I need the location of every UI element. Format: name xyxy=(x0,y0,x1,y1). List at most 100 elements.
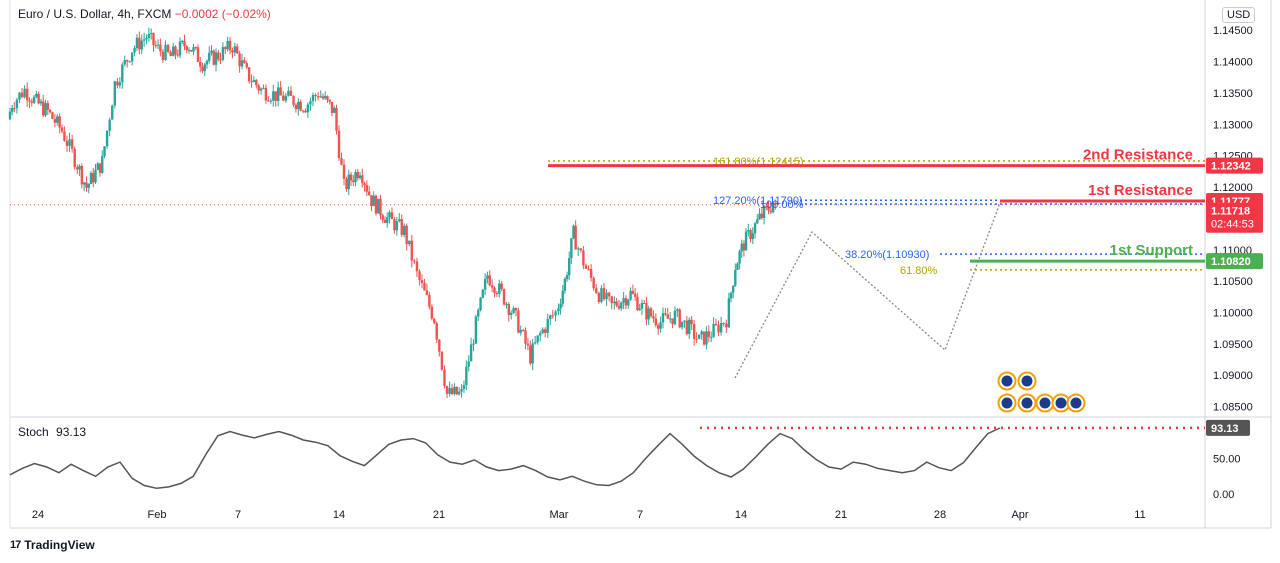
candle-body xyxy=(605,292,608,300)
candle-body xyxy=(85,182,88,188)
candle-body xyxy=(219,59,222,61)
candle-body xyxy=(347,174,350,190)
candle-body xyxy=(379,198,382,216)
candle-body xyxy=(567,258,571,276)
candle-body xyxy=(15,99,19,109)
candle-body xyxy=(217,52,220,60)
candle-body xyxy=(328,99,331,102)
candle-body xyxy=(507,303,511,315)
candle-body xyxy=(563,278,567,291)
candle-body xyxy=(330,101,334,113)
candle-body xyxy=(142,39,146,41)
candle-body xyxy=(565,275,569,279)
candle-body xyxy=(133,48,136,53)
candle-body xyxy=(767,206,770,211)
candle-body xyxy=(570,238,573,259)
candle-body xyxy=(400,219,403,235)
candle-body xyxy=(255,79,258,86)
candle-body xyxy=(526,343,530,346)
candle-body xyxy=(736,263,739,270)
candle-body xyxy=(438,339,441,352)
candle-body xyxy=(450,388,454,395)
price-tick-label: 1.12000 xyxy=(1213,182,1253,194)
candle-body xyxy=(73,148,76,168)
last-price-label: 1.11718 xyxy=(1211,206,1250,218)
candle-body xyxy=(680,321,684,328)
candle-body xyxy=(435,323,438,340)
candle-body xyxy=(462,385,466,389)
candle-body xyxy=(631,290,635,294)
time-tick-label: 21 xyxy=(433,509,445,521)
candle-body xyxy=(495,293,499,295)
candle-body xyxy=(231,50,234,53)
candle-body xyxy=(740,243,743,252)
price-tick-label: 1.13000 xyxy=(1213,119,1253,131)
fib-label: 127.20%(1.11790) xyxy=(713,195,803,207)
candle-body xyxy=(259,88,263,91)
price-tick-label: 1.14000 xyxy=(1213,57,1253,69)
candle-body xyxy=(345,178,348,190)
currency-button[interactable]: USD xyxy=(1222,7,1256,23)
harmonic-pattern-line xyxy=(734,202,1001,379)
candle-body xyxy=(145,37,148,40)
candle-body xyxy=(294,104,298,110)
candle-body xyxy=(415,261,419,272)
level-price-label: 1.10820 xyxy=(1211,256,1251,268)
candle-body xyxy=(118,82,122,86)
time-tick-label: 14 xyxy=(735,509,747,521)
candle-body xyxy=(262,87,265,89)
candle-body xyxy=(577,248,580,250)
candle-body xyxy=(702,331,706,345)
price-tick-label: 1.11000 xyxy=(1213,245,1252,257)
candle-body xyxy=(28,100,31,102)
candle-body xyxy=(205,60,209,65)
candle-body xyxy=(602,288,606,300)
candle-body xyxy=(159,44,162,52)
time-tick-label: 28 xyxy=(934,509,946,521)
candle-body xyxy=(324,96,327,99)
event-flag-icon xyxy=(1021,375,1033,387)
candle-body xyxy=(479,297,482,310)
candle-body xyxy=(572,225,575,239)
candle-body xyxy=(465,366,468,386)
candle-body xyxy=(727,298,731,328)
candle-body xyxy=(521,329,525,331)
price-tick-label: 1.10000 xyxy=(1213,308,1253,320)
candle-body xyxy=(56,116,59,123)
candle-body xyxy=(257,85,260,91)
candle-body xyxy=(474,316,478,344)
candle-body xyxy=(174,46,177,55)
candle-body xyxy=(546,319,549,333)
stoch-tick-label: 50.00 xyxy=(1213,454,1241,466)
candle-body xyxy=(510,312,513,315)
countdown-label: 02:44:53 xyxy=(1211,219,1254,231)
candle-body xyxy=(51,112,54,119)
candle-body xyxy=(500,283,503,290)
candle-body xyxy=(319,96,322,98)
candle-body xyxy=(622,298,625,303)
candle-body xyxy=(771,203,775,213)
candle-body xyxy=(70,139,74,149)
brand-footer[interactable]: 17 TradingView xyxy=(10,538,95,552)
candle-body xyxy=(600,288,603,302)
candle-body xyxy=(610,296,613,304)
candle-body xyxy=(326,96,329,100)
candle-body xyxy=(685,320,689,335)
candle-body xyxy=(388,212,391,218)
candle-body xyxy=(178,41,182,56)
event-flag-icon xyxy=(1001,375,1013,387)
candle-body xyxy=(467,361,470,367)
candle-body xyxy=(316,96,320,98)
stoch-tick-label: 0.00 xyxy=(1213,489,1234,501)
candle-body xyxy=(105,130,109,147)
candle-body xyxy=(529,345,532,364)
time-tick-label: Apr xyxy=(1011,509,1028,521)
candle-body xyxy=(620,302,623,309)
candle-body xyxy=(519,329,522,333)
candle-body xyxy=(617,305,621,309)
candle-body xyxy=(42,101,45,116)
candle-body xyxy=(729,292,733,299)
candle-body xyxy=(690,319,693,325)
candle-body xyxy=(60,127,64,132)
